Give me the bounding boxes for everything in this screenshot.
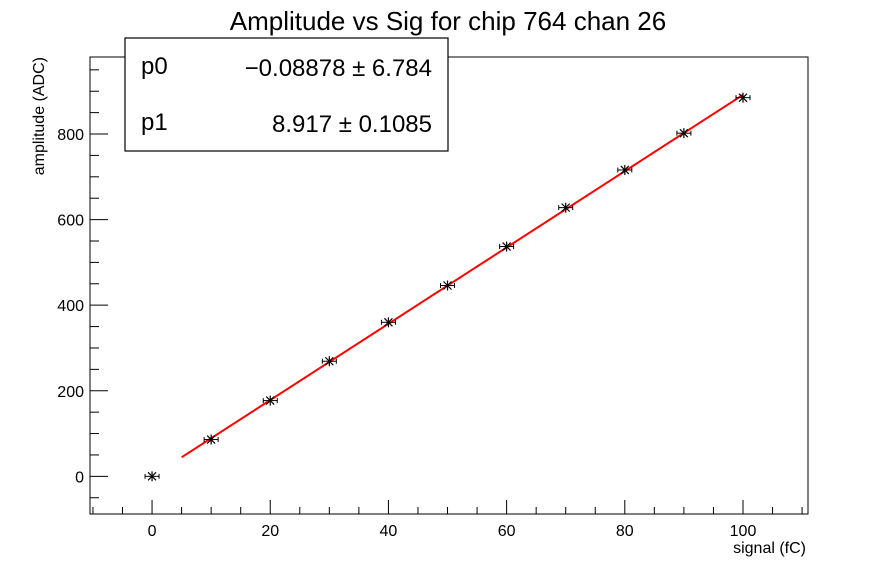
marker-stroke bbox=[265, 396, 275, 406]
x-tick-label: 100 bbox=[730, 523, 757, 540]
data-point bbox=[380, 317, 396, 328]
axis-ticks bbox=[90, 69, 803, 514]
chart-title: Amplitude vs Sig for chip 764 chan 26 bbox=[230, 6, 666, 36]
data-point bbox=[203, 434, 219, 445]
x-tick-label: 60 bbox=[498, 523, 516, 540]
fit-line-group bbox=[181, 93, 744, 459]
x-axis-label: signal (fC) bbox=[733, 540, 806, 557]
marker-stroke bbox=[738, 93, 748, 103]
marker-stroke bbox=[324, 356, 334, 366]
marker-stroke bbox=[620, 165, 630, 175]
x-tick-label: 0 bbox=[148, 523, 157, 540]
x-tick-label: 80 bbox=[616, 523, 634, 540]
data-point bbox=[558, 202, 574, 213]
data-point bbox=[262, 395, 278, 406]
marker-stroke bbox=[147, 471, 157, 481]
stats-box-frame bbox=[124, 37, 449, 152]
y-tick-label: 600 bbox=[57, 213, 84, 230]
tick-labels: 0 20 40 60 80 100 0 200 400 600 800 bbox=[57, 127, 756, 540]
y-axis-label: amplitude (ADC) bbox=[31, 57, 48, 175]
stats-p1-label: p1 bbox=[141, 109, 168, 136]
marker-stroke bbox=[443, 281, 452, 290]
x-tick-label: 40 bbox=[380, 523, 398, 540]
marker-stroke bbox=[502, 242, 512, 251]
data-points bbox=[144, 92, 751, 482]
marker-stroke bbox=[679, 128, 689, 138]
data-point bbox=[440, 280, 456, 291]
data-point bbox=[676, 128, 692, 139]
data-point bbox=[144, 471, 160, 482]
marker-stroke bbox=[561, 203, 571, 213]
stats-p1-value: 8.917 ± 0.1085 bbox=[272, 111, 432, 138]
plot-area bbox=[89, 56, 809, 515]
y-tick-label: 400 bbox=[57, 298, 84, 315]
data-point bbox=[735, 92, 751, 103]
y-tick-label: 800 bbox=[57, 127, 84, 144]
x-tick-label: 20 bbox=[261, 523, 279, 540]
data-point bbox=[321, 356, 337, 367]
stats-p0-label: p0 bbox=[141, 53, 168, 80]
marker-stroke bbox=[206, 435, 216, 444]
stats-p0-value: −0.08878 ± 6.784 bbox=[245, 55, 432, 82]
data-point bbox=[617, 164, 633, 175]
y-tick-label: 200 bbox=[57, 384, 84, 401]
y-tick-label: 0 bbox=[75, 469, 84, 486]
data-point bbox=[499, 241, 515, 252]
marker-stroke bbox=[384, 317, 393, 327]
fit-line bbox=[181, 93, 744, 459]
plot-frame bbox=[89, 56, 809, 515]
fit-stats-box: p0 −0.08878 ± 6.784 p1 8.917 ± 0.1085 bbox=[124, 37, 449, 152]
